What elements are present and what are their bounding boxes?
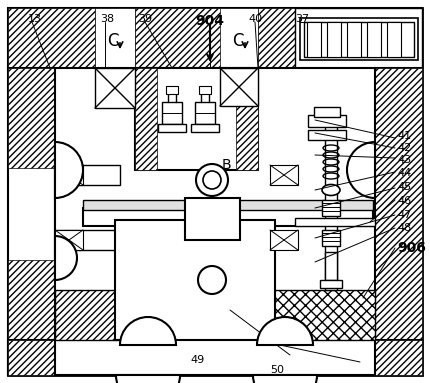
Text: 47: 47 xyxy=(397,210,411,220)
Bar xyxy=(191,124,219,132)
Text: 50: 50 xyxy=(270,365,284,375)
Ellipse shape xyxy=(322,185,340,195)
Text: 45: 45 xyxy=(397,182,411,192)
Bar xyxy=(55,290,175,340)
Bar xyxy=(8,340,422,375)
Text: 46: 46 xyxy=(397,196,411,206)
Circle shape xyxy=(198,266,226,294)
Text: 48: 48 xyxy=(397,223,411,233)
Circle shape xyxy=(203,171,221,189)
Bar xyxy=(55,165,83,185)
Bar xyxy=(347,22,361,57)
Bar xyxy=(367,22,381,57)
Bar xyxy=(308,115,346,127)
Bar xyxy=(300,18,418,60)
Bar xyxy=(8,8,95,68)
Text: 904: 904 xyxy=(195,14,224,28)
Bar xyxy=(55,230,83,250)
Text: C: C xyxy=(232,32,243,50)
Bar xyxy=(304,22,414,57)
Text: 13: 13 xyxy=(28,14,42,24)
Bar xyxy=(55,165,120,185)
Text: 42: 42 xyxy=(397,143,411,153)
Bar xyxy=(55,68,375,375)
Bar xyxy=(95,68,135,108)
Bar xyxy=(185,198,240,240)
Bar xyxy=(83,208,373,226)
Bar xyxy=(258,290,375,340)
Bar xyxy=(258,8,295,68)
Bar xyxy=(387,22,401,57)
Bar xyxy=(8,260,55,375)
Bar xyxy=(8,8,422,68)
Text: 39: 39 xyxy=(138,14,152,24)
Wedge shape xyxy=(55,236,77,280)
Bar xyxy=(270,230,298,250)
Text: 40: 40 xyxy=(248,14,262,24)
Bar xyxy=(270,165,298,185)
Wedge shape xyxy=(116,375,180,383)
Wedge shape xyxy=(347,142,375,198)
Wedge shape xyxy=(253,375,317,383)
Text: 43: 43 xyxy=(397,155,411,165)
Bar xyxy=(295,218,375,226)
Bar xyxy=(135,8,223,68)
Bar xyxy=(199,86,211,94)
Bar xyxy=(295,8,422,68)
Bar xyxy=(375,68,422,375)
Bar xyxy=(220,68,258,106)
Wedge shape xyxy=(257,317,313,345)
Bar xyxy=(327,22,341,57)
Circle shape xyxy=(196,164,228,196)
Bar xyxy=(135,68,157,170)
Text: 44: 44 xyxy=(397,168,411,178)
Bar xyxy=(325,110,337,290)
Wedge shape xyxy=(120,317,176,345)
Bar xyxy=(195,102,215,124)
Text: 41: 41 xyxy=(397,131,411,141)
Bar xyxy=(8,340,422,375)
Text: 38: 38 xyxy=(100,14,114,24)
Text: 49: 49 xyxy=(190,355,204,365)
Bar xyxy=(320,280,342,288)
Bar xyxy=(314,107,340,117)
Bar xyxy=(162,102,182,124)
Bar xyxy=(325,252,337,280)
Bar xyxy=(8,68,55,168)
Bar xyxy=(307,22,321,57)
Bar xyxy=(158,124,186,132)
Text: C: C xyxy=(107,32,119,50)
Bar xyxy=(220,8,258,68)
Bar xyxy=(8,68,55,375)
Bar xyxy=(322,200,340,216)
Bar xyxy=(166,86,178,94)
Text: 906: 906 xyxy=(397,241,426,255)
Bar xyxy=(135,68,258,170)
Bar xyxy=(236,68,258,170)
Text: 37: 37 xyxy=(295,14,309,24)
Text: B: B xyxy=(222,158,232,172)
Wedge shape xyxy=(55,142,83,198)
Bar xyxy=(115,220,275,340)
Bar xyxy=(322,230,340,246)
Bar xyxy=(375,68,422,375)
Bar xyxy=(308,130,346,140)
Bar xyxy=(55,230,120,250)
Bar xyxy=(95,8,135,68)
Bar xyxy=(83,200,373,210)
